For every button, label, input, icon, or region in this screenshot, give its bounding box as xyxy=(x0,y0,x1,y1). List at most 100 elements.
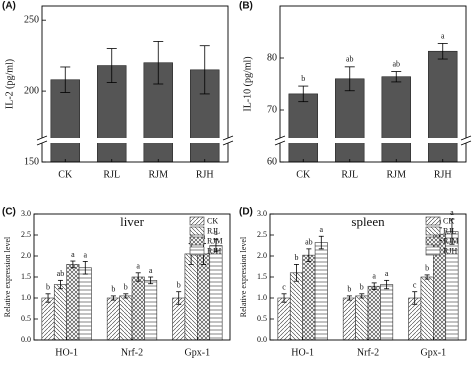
bar xyxy=(420,276,434,341)
x-tick-label: Gpx-1 xyxy=(421,347,447,358)
error-bar xyxy=(391,71,402,83)
x-tick-label: Gpx-1 xyxy=(185,347,211,358)
bar xyxy=(41,297,55,341)
legend-swatch xyxy=(189,236,205,246)
error-bar xyxy=(344,66,355,92)
plot-frame xyxy=(269,213,467,341)
x-tick-label: RJH xyxy=(434,169,452,180)
bar xyxy=(50,79,80,163)
y-tick-label: 200 xyxy=(24,85,39,96)
plot-frame xyxy=(33,213,231,341)
significance-letter: ab xyxy=(346,55,354,64)
axis-break-mark xyxy=(274,135,472,146)
x-tick-label: Nrf-2 xyxy=(357,347,379,358)
y-tick-label: 1.0 xyxy=(257,293,267,302)
significance-letter: a xyxy=(441,31,445,40)
error-bar xyxy=(424,274,430,280)
panel-label: (A) xyxy=(2,1,16,12)
significance-letter: b xyxy=(347,285,351,294)
y-tick-label: 1.5 xyxy=(21,272,31,281)
significance-letter: a xyxy=(84,250,88,259)
x-tick-label: RJM xyxy=(387,169,407,180)
chart-title: liver xyxy=(120,214,144,229)
significance-letter: b xyxy=(177,281,181,290)
significance-letter: a xyxy=(136,262,140,271)
significance-letter: c xyxy=(413,281,417,290)
plot-frame xyxy=(279,5,467,163)
error-bar xyxy=(70,260,76,269)
significance-letter: a xyxy=(149,266,153,275)
y-tick-label: 60 xyxy=(267,156,277,167)
y-tick-label: 70 xyxy=(267,104,277,115)
bar xyxy=(314,242,328,341)
x-tick-label: Nrf-2 xyxy=(121,347,143,358)
y-tick-label: 2.0 xyxy=(21,251,31,260)
bar xyxy=(381,76,411,163)
error-bar xyxy=(412,291,418,305)
x-tick-label: RJL xyxy=(103,169,120,180)
bar xyxy=(184,253,198,341)
y-tick-label: 80 xyxy=(267,52,277,63)
x-tick-label: RJL xyxy=(341,169,358,180)
error-bar xyxy=(148,276,154,285)
legend-swatch xyxy=(189,246,205,256)
axis-break xyxy=(36,138,234,143)
significance-letter: b xyxy=(124,283,128,292)
significance-letter: c xyxy=(282,283,286,292)
bar xyxy=(288,93,318,163)
y-tick-label: 1.0 xyxy=(21,293,31,302)
legend-swatch xyxy=(425,246,441,256)
significance-letter: b xyxy=(111,285,115,294)
plot-frame xyxy=(41,5,229,163)
significance-letter: a xyxy=(214,228,218,237)
error-bar xyxy=(346,295,352,301)
legend-label: RJM xyxy=(443,236,459,245)
significance-letter: a xyxy=(71,250,75,259)
bar xyxy=(209,245,223,341)
error-bar xyxy=(176,291,182,305)
error-bar xyxy=(199,45,210,95)
error-bar xyxy=(106,48,117,83)
error-bar xyxy=(135,272,141,282)
y-tick-label: 150 xyxy=(24,156,39,167)
panel-label: (B) xyxy=(239,1,253,12)
chart-title: spleen xyxy=(351,214,385,229)
y-tick-label: 1.5 xyxy=(257,272,267,281)
bar xyxy=(131,276,145,341)
bar xyxy=(380,284,394,341)
error-bar xyxy=(359,293,365,299)
significance-letter: a xyxy=(372,272,376,281)
y-axis-label: Relative expression level xyxy=(3,236,12,317)
significance-letter: a xyxy=(385,269,389,278)
significance-letter: b xyxy=(360,283,364,292)
bar xyxy=(355,295,369,341)
error-bar xyxy=(293,263,299,282)
bar xyxy=(335,78,365,163)
error-bar xyxy=(298,85,309,103)
error-bar xyxy=(437,43,448,60)
significance-letter: b xyxy=(294,253,298,262)
y-tick-label: 2.0 xyxy=(257,251,267,260)
significance-letter: a xyxy=(320,225,324,234)
legend-label: RJH xyxy=(207,246,221,255)
error-bar xyxy=(82,261,88,275)
bar xyxy=(197,253,211,341)
bar xyxy=(119,295,133,341)
x-tick-label: HO-1 xyxy=(291,347,314,358)
error-bar xyxy=(213,238,219,253)
y-tick-label: 0.5 xyxy=(257,314,267,323)
bar xyxy=(66,264,80,341)
error-bar xyxy=(153,41,164,85)
significance-letter: ab xyxy=(57,269,65,278)
error-bar xyxy=(449,218,455,245)
bar xyxy=(302,254,316,341)
axis-break-mark xyxy=(36,135,234,146)
y-tick-label: 2.5 xyxy=(21,230,31,239)
y-tick-label: 0.5 xyxy=(21,314,31,323)
error-bar xyxy=(123,293,129,299)
significance-letter: a xyxy=(450,208,454,217)
x-tick-label: CK xyxy=(58,169,73,180)
y-axis-label: IL-10 (pg/ml) xyxy=(242,56,253,111)
error-bar xyxy=(281,293,287,303)
